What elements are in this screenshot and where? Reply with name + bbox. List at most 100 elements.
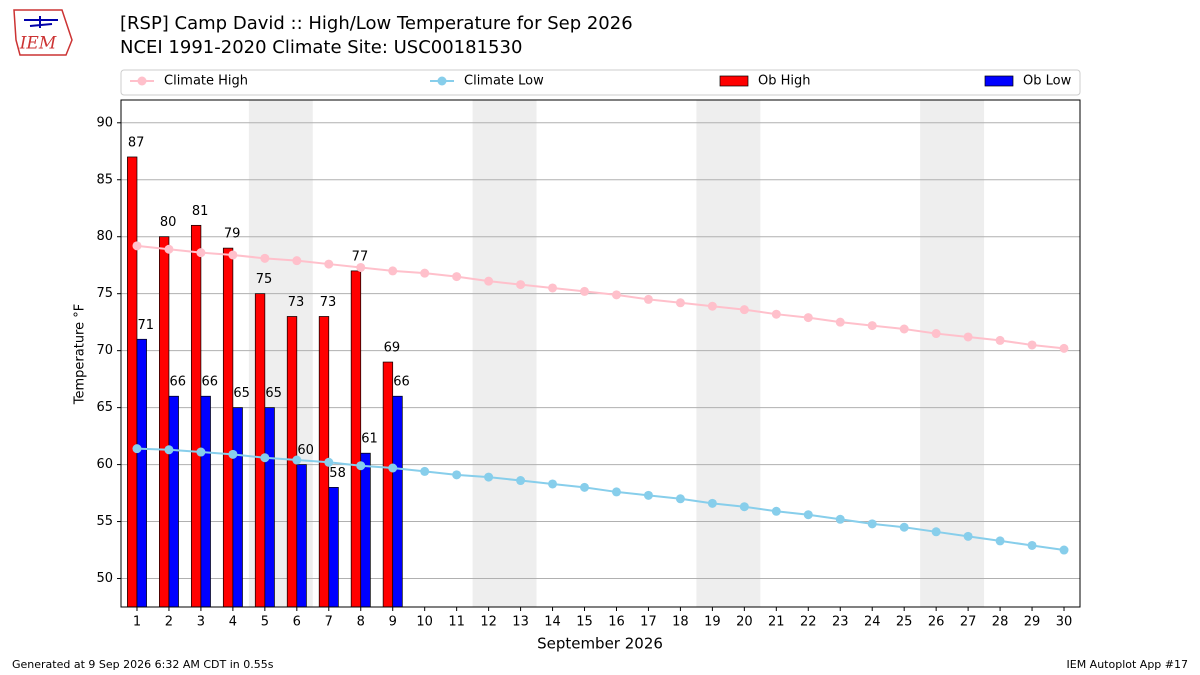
logo-text: IEM bbox=[19, 34, 57, 54]
point bbox=[803, 313, 813, 323]
x-tick-label: 9 bbox=[389, 615, 397, 630]
point bbox=[611, 290, 621, 300]
bar bbox=[382, 361, 394, 608]
x-tick-label: 8 bbox=[357, 615, 365, 630]
x-tick-label: 29 bbox=[1024, 615, 1041, 630]
point bbox=[835, 514, 845, 524]
y-tick-label: 70 bbox=[96, 343, 113, 358]
bar bbox=[159, 236, 170, 608]
point bbox=[643, 490, 653, 500]
point bbox=[420, 466, 430, 476]
chart-title: [RSP] Camp David :: High/Low Temperature… bbox=[120, 13, 633, 34]
x-tick-label: 11 bbox=[448, 615, 465, 630]
point bbox=[580, 482, 590, 492]
weekend-band bbox=[696, 100, 761, 607]
point bbox=[675, 298, 685, 308]
point bbox=[995, 335, 1005, 345]
point bbox=[803, 510, 813, 520]
point bbox=[771, 309, 781, 319]
x-tick-label: 6 bbox=[293, 615, 301, 630]
point bbox=[1027, 540, 1037, 550]
data-label: 66 bbox=[169, 375, 186, 390]
legend-marker bbox=[437, 76, 447, 86]
x-tick-label: 15 bbox=[576, 615, 593, 630]
x-tick-label: 28 bbox=[992, 615, 1009, 630]
bar bbox=[168, 395, 179, 608]
point bbox=[292, 455, 302, 465]
point bbox=[963, 332, 973, 342]
point bbox=[707, 301, 717, 311]
x-tick-label: 16 bbox=[608, 615, 625, 630]
y-tick-label: 65 bbox=[96, 400, 113, 415]
point bbox=[867, 321, 877, 331]
x-tick-label: 24 bbox=[864, 615, 881, 630]
x-tick-label: 14 bbox=[544, 615, 561, 630]
point bbox=[132, 241, 142, 251]
x-tick-label: 5 bbox=[261, 615, 269, 630]
point bbox=[1059, 545, 1069, 555]
point bbox=[164, 445, 174, 455]
data-label: 87 bbox=[128, 135, 145, 150]
x-tick-label: 20 bbox=[736, 615, 753, 630]
point bbox=[867, 519, 877, 529]
point bbox=[516, 476, 526, 486]
logo-outline bbox=[13, 9, 73, 56]
point bbox=[260, 253, 270, 263]
footer-left: Generated at 9 Sep 2026 6:32 AM CDT in 0… bbox=[12, 658, 274, 671]
data-label: 73 bbox=[288, 295, 305, 310]
point bbox=[356, 461, 366, 471]
y-tick-label: 75 bbox=[96, 286, 113, 301]
point bbox=[324, 457, 334, 467]
data-label: 60 bbox=[297, 443, 314, 458]
point bbox=[771, 506, 781, 516]
point bbox=[707, 498, 717, 508]
x-tick-label: 10 bbox=[416, 615, 433, 630]
point bbox=[228, 250, 238, 260]
point bbox=[452, 272, 462, 282]
point bbox=[899, 324, 909, 334]
line bbox=[136, 244, 1065, 350]
data-label: 65 bbox=[233, 386, 250, 401]
data-label: 69 bbox=[384, 341, 401, 356]
point bbox=[963, 531, 973, 541]
legend-marker bbox=[137, 76, 147, 86]
legend-label: Climate High bbox=[164, 74, 248, 89]
x-tick-label: 25 bbox=[896, 615, 913, 630]
y-tick-label: 80 bbox=[96, 229, 113, 244]
logo: IEM bbox=[13, 9, 73, 56]
y-axis-label: Temperature °F bbox=[73, 304, 88, 405]
weekend-band bbox=[472, 100, 537, 607]
point bbox=[1027, 340, 1037, 350]
x-tick-label: 23 bbox=[832, 615, 849, 630]
bar bbox=[360, 452, 371, 608]
data-label: 66 bbox=[393, 375, 410, 390]
point bbox=[484, 276, 494, 286]
point bbox=[995, 536, 1005, 546]
point bbox=[260, 453, 270, 463]
data-label: 81 bbox=[192, 204, 209, 219]
point bbox=[196, 248, 206, 258]
y-tick-label: 90 bbox=[96, 115, 113, 130]
x-tick-label: 1 bbox=[133, 615, 141, 630]
point bbox=[356, 262, 366, 272]
point bbox=[164, 244, 174, 254]
bar bbox=[296, 464, 307, 608]
bar bbox=[264, 407, 275, 608]
point bbox=[452, 470, 462, 480]
legend-swatch bbox=[984, 75, 1014, 87]
point bbox=[228, 449, 238, 459]
x-tick-label: 2 bbox=[165, 615, 173, 630]
point bbox=[1059, 343, 1069, 353]
bar bbox=[392, 395, 403, 608]
bar bbox=[136, 338, 147, 608]
data-label: 65 bbox=[265, 386, 282, 401]
legend-box bbox=[120, 69, 1081, 96]
legend-swatch bbox=[719, 75, 749, 87]
x-tick-label: 27 bbox=[960, 615, 977, 630]
point bbox=[931, 329, 941, 339]
x-tick-label: 21 bbox=[768, 615, 785, 630]
point bbox=[292, 256, 302, 266]
point bbox=[739, 502, 749, 512]
point bbox=[420, 268, 430, 278]
point bbox=[835, 317, 845, 327]
